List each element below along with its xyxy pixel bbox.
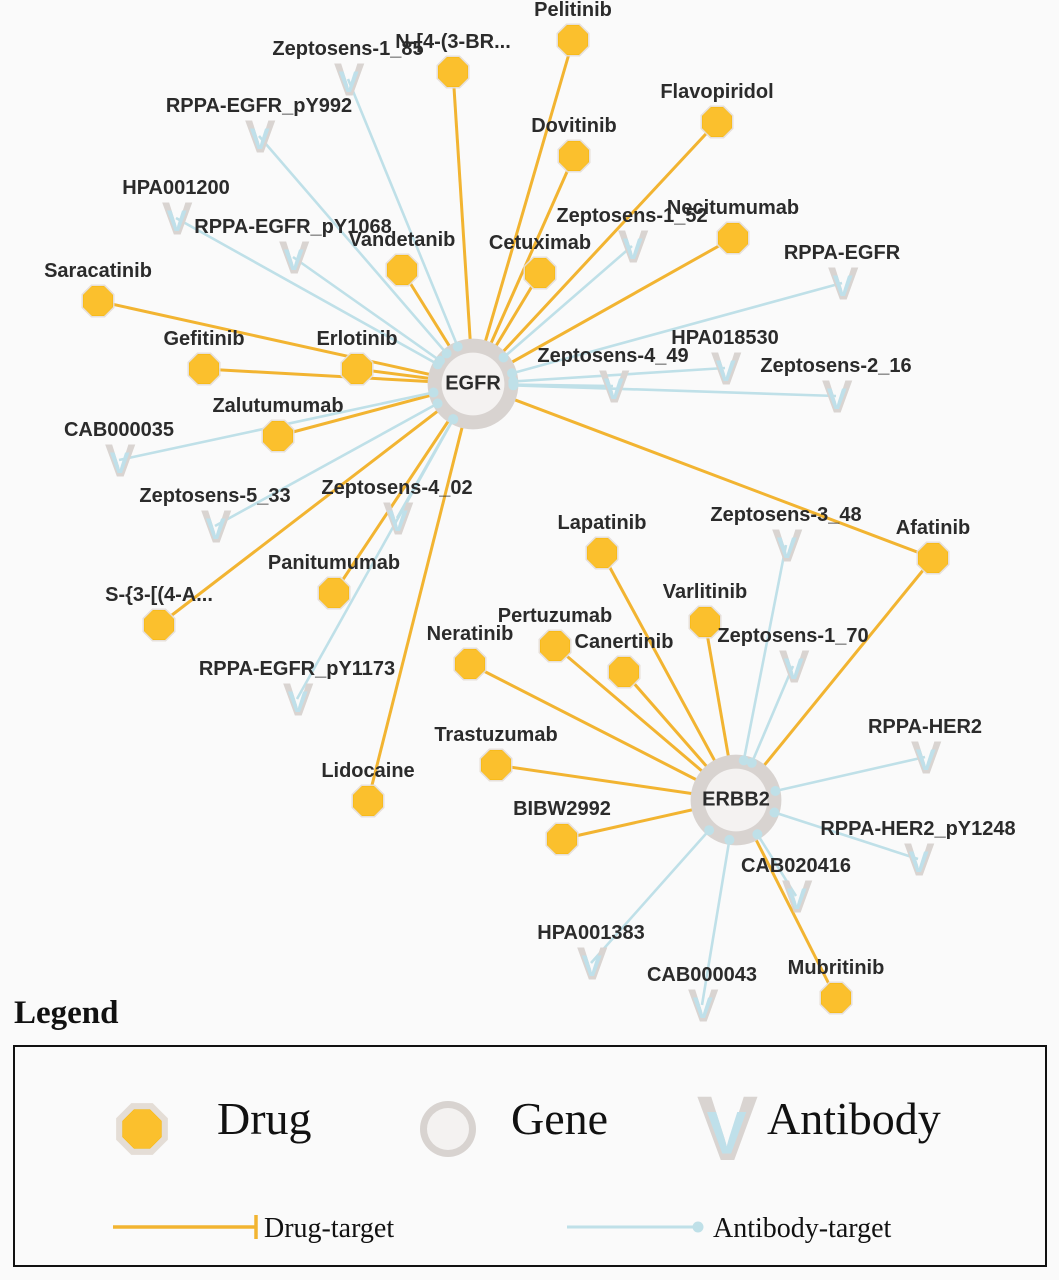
svg-text:V: V: [582, 950, 602, 983]
svg-text:V: V: [693, 992, 713, 1025]
svg-text:V: V: [827, 383, 847, 416]
svg-text:V: V: [909, 846, 929, 879]
svg-text:V: V: [787, 883, 807, 916]
svg-text:V: V: [604, 373, 624, 406]
svg-text:V: V: [833, 270, 853, 303]
svg-text:V: V: [110, 447, 130, 480]
svg-text:V: V: [716, 355, 736, 388]
svg-text:V: V: [777, 532, 797, 565]
svg-text:V: V: [206, 513, 226, 546]
svg-text:V: V: [167, 205, 187, 238]
svg-text:V: V: [916, 744, 936, 777]
svg-text:V: V: [250, 123, 270, 156]
svg-text:V: V: [388, 505, 408, 538]
svg-text:V: V: [623, 233, 643, 266]
svg-text:V: V: [784, 653, 804, 686]
svg-text:V: V: [284, 244, 304, 277]
svg-text:V: V: [707, 1099, 747, 1166]
svg-text:V: V: [288, 686, 308, 719]
